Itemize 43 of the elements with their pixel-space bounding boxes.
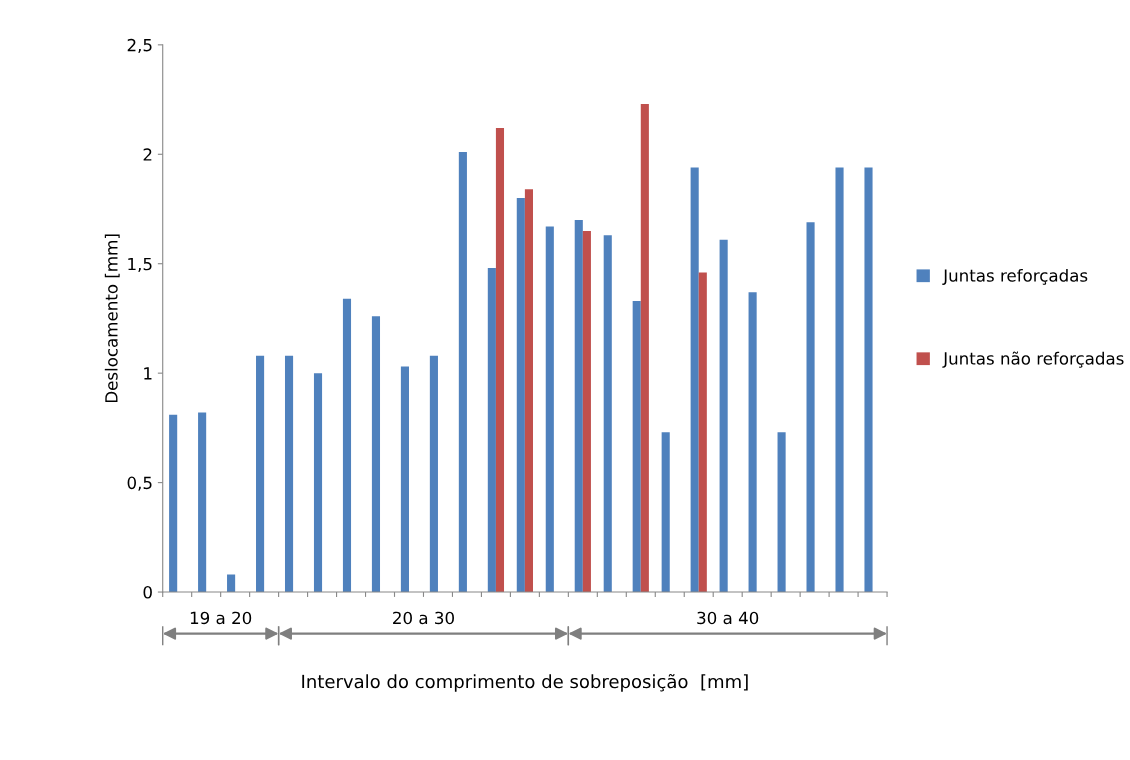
bar (748, 292, 757, 593)
y-axis-title: Deslocamento [mm] (104, 234, 120, 403)
y-tick-label: 0,5 (127, 476, 152, 491)
bar (198, 412, 207, 593)
y-tick-label: 0 (143, 586, 152, 599)
text: 20 a 30 (393, 611, 454, 625)
bar (284, 355, 294, 593)
bar (640, 103, 649, 593)
bar (690, 167, 699, 593)
bar (169, 414, 178, 593)
bar (698, 272, 707, 593)
bar (256, 355, 265, 593)
bar (516, 198, 525, 593)
bar (524, 189, 533, 593)
bar (806, 222, 815, 593)
y-tick-label: 2 (143, 148, 152, 161)
bar (227, 574, 236, 593)
bar (719, 239, 728, 593)
legend-label: Juntas não reforçadas (942, 351, 1124, 368)
bar (545, 226, 554, 593)
text: 19 a 20 (190, 611, 252, 625)
bar (429, 355, 438, 593)
bar (342, 298, 352, 593)
bar (661, 432, 670, 593)
bar (400, 366, 409, 593)
bar (603, 235, 612, 593)
y-tick-label: 1,5 (128, 257, 152, 272)
bar (835, 167, 844, 593)
bar (582, 230, 591, 593)
x-axis-title: Intervalo do comprimento de sobreposição [mm] (302, 673, 748, 692)
bar (313, 373, 323, 593)
bar (574, 219, 583, 593)
bar (632, 300, 641, 593)
bar (777, 432, 786, 593)
y-tick-label: 1 (144, 367, 152, 380)
bar (458, 152, 467, 593)
bar (864, 167, 873, 593)
bar (495, 128, 505, 593)
text: 30 a 40 (697, 611, 759, 625)
bar (487, 268, 496, 593)
y-tick-label: 2,5 (127, 38, 152, 54)
legend-label: Juntas reforçadas (942, 268, 1088, 285)
bar (371, 316, 381, 593)
